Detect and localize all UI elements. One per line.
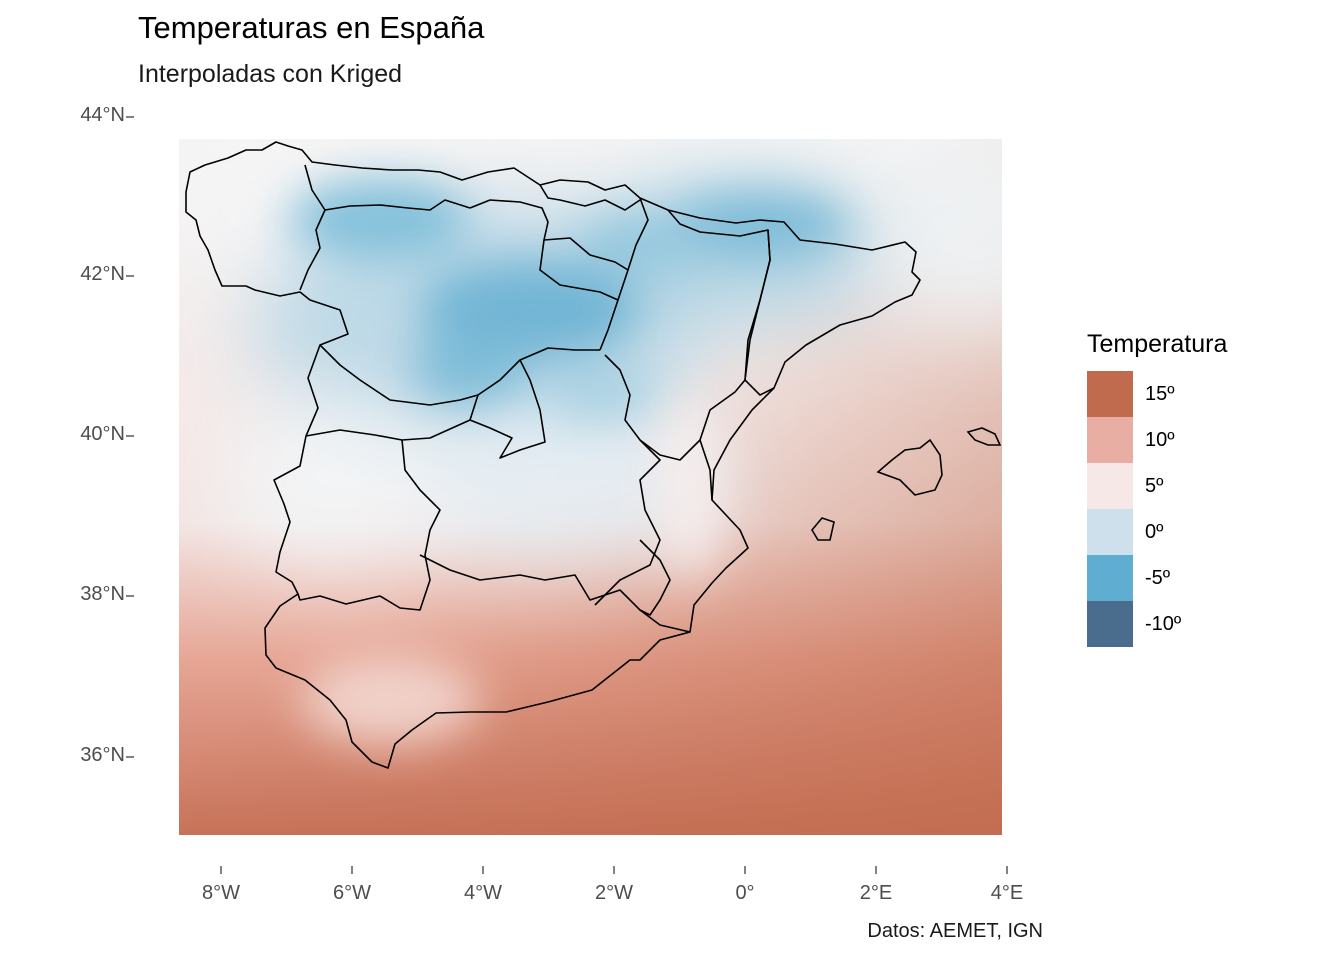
border-cataluna	[744, 229, 775, 396]
border-castilla-leon-north	[469, 199, 619, 351]
legend-swatch	[1087, 463, 1133, 509]
y-tick-label: 40°N	[80, 423, 125, 445]
y-tick-label: 42°N	[80, 263, 125, 285]
x-tick-label: 4°E	[990, 882, 1024, 904]
legend-item: -5º	[1087, 555, 1227, 601]
border-murcia	[639, 539, 671, 616]
border-navarra	[617, 197, 649, 301]
x-tick-label: 4°W	[464, 882, 502, 904]
x-tick-label: 2°E	[859, 882, 893, 904]
axis-ticks	[126, 116, 1008, 874]
legend-swatch	[1087, 417, 1133, 463]
x-tick-label: 8°W	[202, 882, 240, 904]
border-andalucia	[419, 554, 691, 633]
peninsula-outline	[185, 141, 921, 769]
legend-swatch	[1087, 601, 1133, 647]
legend-item: 0º	[1087, 509, 1227, 555]
x-tick-label: 2°W	[595, 882, 633, 904]
map-title: Temperaturas en España	[138, 10, 485, 45]
border-valencia	[699, 439, 713, 501]
legend-label: 15º	[1145, 382, 1175, 405]
map-subtitle: Interpoladas con Kriged	[138, 60, 403, 88]
legend-item: -10º	[1087, 601, 1227, 647]
legend-label: -10º	[1145, 612, 1182, 635]
border-extremadura-north	[305, 419, 471, 441]
legend-swatch	[1087, 509, 1133, 555]
legend-label: 10º	[1145, 428, 1175, 451]
legend-swatch	[1087, 371, 1133, 417]
border-galicia	[299, 164, 326, 291]
legend: Temperatura 15º 10º 5º 0º -5º -10º	[1087, 330, 1227, 647]
border-castilla-mancha-east	[594, 439, 661, 606]
temperature-raster	[179, 139, 1002, 835]
y-tick-label: 38°N	[80, 583, 125, 605]
border-madrid	[469, 347, 600, 459]
ibiza	[811, 517, 835, 541]
y-tick-label: 36°N	[80, 744, 125, 766]
balearic-islands	[811, 427, 1002, 541]
legend-label: -5º	[1145, 566, 1171, 589]
border-asturias-cantabria	[324, 199, 471, 211]
legend-label: 0º	[1145, 520, 1164, 543]
border-la-rioja	[543, 237, 629, 271]
legend-swatch	[1087, 555, 1133, 601]
border-extremadura-east	[297, 439, 441, 611]
y-tick-label: 44°N	[80, 104, 125, 126]
border-aragon	[604, 209, 771, 461]
region-borders	[185, 141, 921, 769]
legend-item: 10º	[1087, 417, 1227, 463]
menorca	[966, 427, 1002, 446]
legend-item: 15º	[1087, 371, 1227, 417]
legend-title: Temperatura	[1087, 330, 1228, 358]
data-source-caption: Datos: AEMET, IGN	[867, 920, 1043, 942]
border-castilla-leon-south	[319, 344, 479, 406]
legend-label: 5º	[1145, 474, 1164, 497]
x-tick-label: 6°W	[333, 882, 371, 904]
mallorca	[876, 438, 943, 496]
legend-item: 5º	[1087, 463, 1227, 509]
x-tick-label: 0°	[735, 882, 755, 904]
border-pais-vasco	[539, 184, 641, 211]
